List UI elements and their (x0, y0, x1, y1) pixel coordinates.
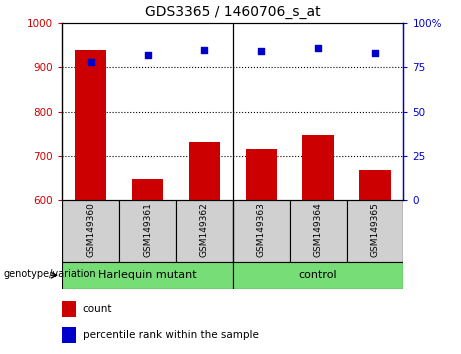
Bar (359, 170, 390, 200)
Bar (246, 149, 277, 200)
Text: percentile rank within the sample: percentile rank within the sample (83, 330, 259, 341)
Text: Harlequin mutant: Harlequin mutant (98, 270, 197, 280)
Text: GSM149364: GSM149364 (313, 202, 323, 257)
Point (144, 52, 151, 58)
Text: GSM149363: GSM149363 (257, 202, 266, 257)
Bar (176, 200, 233, 262)
Point (201, 47, 208, 52)
Text: GSM149360: GSM149360 (86, 202, 95, 257)
Point (371, 50, 378, 56)
Text: GSM149362: GSM149362 (200, 202, 209, 257)
Point (87, 59, 95, 65)
Text: count: count (83, 304, 112, 314)
Text: GSM149365: GSM149365 (371, 202, 379, 257)
Bar (233, 200, 290, 262)
Bar (75, 50, 106, 200)
Bar (347, 200, 403, 262)
Bar (62, 301, 76, 317)
Text: genotype/variation: genotype/variation (3, 269, 96, 279)
Bar (189, 142, 220, 200)
Bar (119, 200, 176, 262)
Point (258, 48, 265, 54)
Bar (62, 262, 233, 289)
Title: GDS3365 / 1460706_s_at: GDS3365 / 1460706_s_at (145, 5, 320, 19)
Bar (233, 262, 403, 289)
Bar (132, 179, 163, 200)
Point (314, 45, 322, 51)
Bar (62, 200, 119, 262)
Text: GSM149361: GSM149361 (143, 202, 152, 257)
Bar (290, 200, 347, 262)
Text: control: control (299, 270, 337, 280)
Bar (302, 135, 334, 200)
Bar (62, 327, 76, 343)
